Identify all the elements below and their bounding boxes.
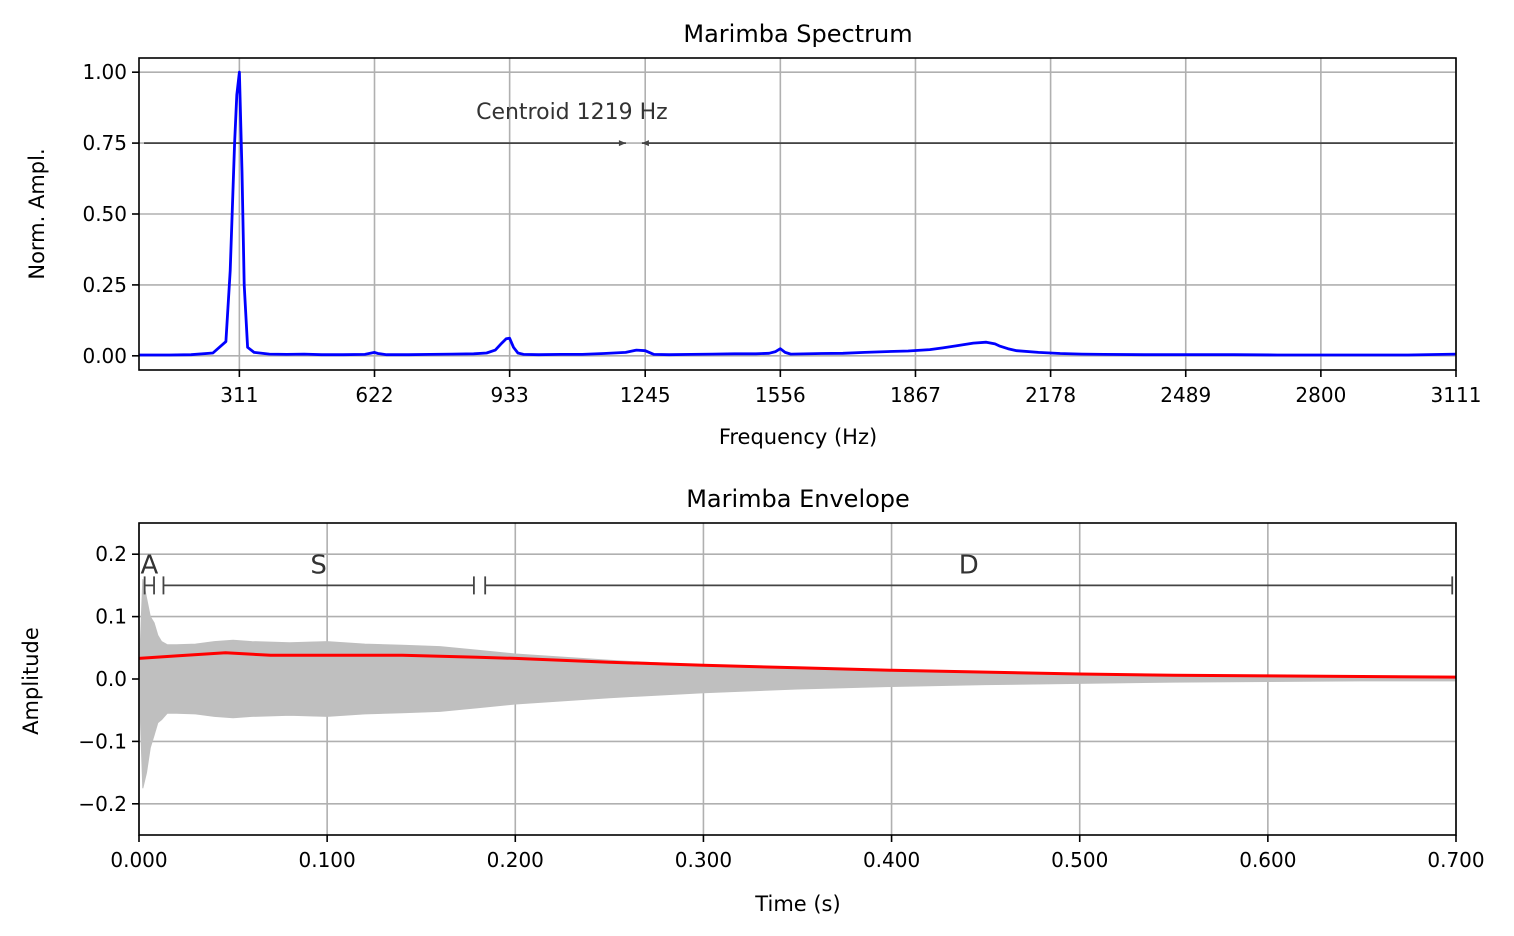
envelope-ticks: 0.000 0.100 0.200 0.300 0.400 0.500 0.600 0.700… bbox=[78, 542, 1484, 872]
spectrum-xtick-label: 2800 bbox=[1295, 383, 1346, 407]
envelope-xtick-label: 0.200 bbox=[487, 848, 544, 872]
spectrum-ytick-label: 0.25 bbox=[82, 273, 127, 297]
spectrum-grid bbox=[139, 58, 1457, 370]
spectrum-ytick-label: 0.75 bbox=[82, 131, 127, 155]
spectrum-xtick-label: 2489 bbox=[1160, 383, 1211, 407]
spectrum-panel: Marimba Spectrum Centroid 1219 Hz 311 622… bbox=[25, 20, 1481, 449]
envelope-xtick-label: 0.700 bbox=[1427, 848, 1484, 872]
phase-label-d: D bbox=[959, 550, 979, 580]
centroid-label: Centroid 1219 Hz bbox=[476, 100, 668, 125]
envelope-xtick-label: 0.100 bbox=[299, 848, 356, 872]
spectrum-xlabel: Frequency (Hz) bbox=[719, 425, 877, 449]
phase-label-a: A bbox=[140, 550, 158, 580]
envelope-xtick-label: 0.600 bbox=[1239, 848, 1296, 872]
spectrum-title: Marimba Spectrum bbox=[683, 20, 912, 48]
envelope-ylabel: Amplitude bbox=[19, 627, 43, 735]
envelope-panel: Marimba Envelope A S D 0.000 0.100 0.200 0.30… bbox=[19, 485, 1485, 916]
envelope-ytick-label: 0.1 bbox=[95, 605, 127, 629]
spectrum-xtick-label: 1867 bbox=[890, 383, 941, 407]
spectrum-plot-area: Centroid 1219 Hz bbox=[139, 70, 1457, 357]
spectrum-xtick-label: 1556 bbox=[755, 383, 806, 407]
spectrum-xtick-label: 1245 bbox=[620, 383, 671, 407]
spectrum-xtick-label: 311 bbox=[220, 383, 258, 407]
envelope-xlabel: Time (s) bbox=[754, 892, 840, 916]
spectrum-ylabel: Norm. Ampl. bbox=[25, 148, 49, 279]
spectrum-xtick-label: 3111 bbox=[1431, 383, 1482, 407]
envelope-xtick-label: 0.300 bbox=[675, 848, 732, 872]
envelope-line bbox=[138, 651, 1457, 679]
envelope-xtick-label: 0.400 bbox=[863, 848, 920, 872]
envelope-ytick-label: −0.2 bbox=[78, 792, 127, 816]
spectrum-xtick-label: 933 bbox=[491, 383, 529, 407]
spectrum-ticks: 311 622 933 1245 1556 1867 2178 2489 2800 3111 0.0… bbox=[82, 60, 1481, 407]
envelope-title: Marimba Envelope bbox=[686, 485, 910, 513]
spectrum-xtick-label: 622 bbox=[355, 383, 393, 407]
envelope-ytick-label: 0.2 bbox=[95, 542, 127, 566]
centroid-arrowhead-right bbox=[641, 140, 649, 147]
centroid-arrowhead-left bbox=[618, 140, 626, 147]
spectrum-xtick-label: 2178 bbox=[1025, 383, 1076, 407]
envelope-ytick-label: −0.1 bbox=[78, 729, 127, 753]
envelope-xtick-label: 0.500 bbox=[1051, 848, 1108, 872]
spectrum-ytick-label: 1.00 bbox=[82, 60, 127, 84]
spectrum-ytick-label: 0.00 bbox=[82, 344, 127, 368]
envelope-xtick-label: 0.000 bbox=[110, 848, 167, 872]
spectrum-line bbox=[139, 70, 1457, 357]
envelope-ytick-label: 0.0 bbox=[95, 667, 127, 691]
phase-label-s: S bbox=[310, 550, 327, 580]
spectrum-ytick-label: 0.50 bbox=[82, 202, 127, 226]
waveform-band bbox=[138, 579, 1457, 789]
